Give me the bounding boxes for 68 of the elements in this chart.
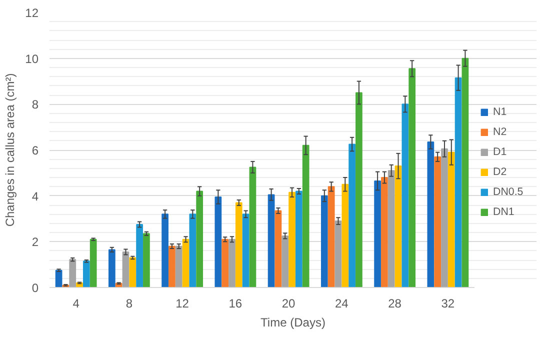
bar [282, 235, 289, 288]
bar [69, 259, 76, 288]
bar [196, 190, 204, 288]
bar [302, 144, 310, 288]
bar [448, 152, 455, 288]
y-tick-label: 4 [32, 189, 39, 204]
y-axis-title: Changes in callus area (cm²) [3, 73, 18, 227]
x-tick-label: 28 [388, 296, 402, 310]
bar [242, 214, 250, 288]
bar [408, 68, 416, 288]
y-tick-label: 6 [32, 144, 39, 158]
y-tick-label: 2 [32, 235, 39, 250]
bar [288, 192, 296, 288]
bar [122, 251, 130, 288]
bar [402, 104, 409, 288]
bar [274, 210, 282, 288]
bar [328, 186, 335, 288]
legend-label: D1 [493, 146, 508, 158]
bar [168, 246, 176, 288]
bar [434, 156, 442, 288]
bar [381, 177, 388, 288]
x-tick-label: 8 [126, 296, 133, 310]
x-tick-label: 20 [282, 296, 296, 310]
x-tick-label: 12 [176, 296, 190, 310]
bar [268, 194, 275, 288]
x-tick-label: 16 [228, 296, 242, 310]
legend-label: DN0.5 [493, 186, 524, 198]
bar [235, 202, 242, 288]
x-tick-label: 32 [441, 296, 455, 310]
legend-label: DN1 [493, 206, 514, 218]
bar [295, 190, 302, 288]
y-tick-label: 8 [32, 98, 39, 112]
y-tick-label: 0 [32, 281, 39, 295]
bar [356, 92, 362, 288]
bar [175, 246, 182, 288]
bar [374, 180, 381, 288]
bar [136, 224, 143, 288]
bar [348, 144, 356, 288]
bar [249, 166, 256, 288]
bar [441, 148, 448, 288]
bar [228, 238, 236, 288]
bar [82, 260, 90, 288]
bar [222, 238, 229, 288]
bar [214, 196, 222, 288]
bar [462, 58, 469, 288]
bar [90, 238, 97, 288]
x-axis-title: Time (Days) [260, 316, 326, 330]
legend-label: N2 [493, 126, 508, 138]
x-tick-label: 4 [72, 296, 80, 310]
bar [162, 214, 168, 288]
legend-label: N1 [493, 106, 508, 118]
legend-label: D2 [493, 166, 508, 178]
bar [182, 238, 190, 288]
y-tick-label: 12 [25, 6, 39, 20]
x-tick-label: 24 [335, 296, 349, 310]
bar [143, 233, 150, 288]
bar [108, 249, 116, 288]
bar [129, 257, 136, 288]
bar [189, 214, 196, 288]
bar [427, 141, 434, 288]
bar [342, 184, 349, 288]
bar [454, 77, 462, 288]
bar [320, 195, 328, 288]
y-tick-label: 10 [25, 52, 39, 66]
bar [334, 220, 342, 288]
bar [394, 166, 402, 288]
bar [388, 170, 395, 288]
bar [55, 270, 62, 288]
